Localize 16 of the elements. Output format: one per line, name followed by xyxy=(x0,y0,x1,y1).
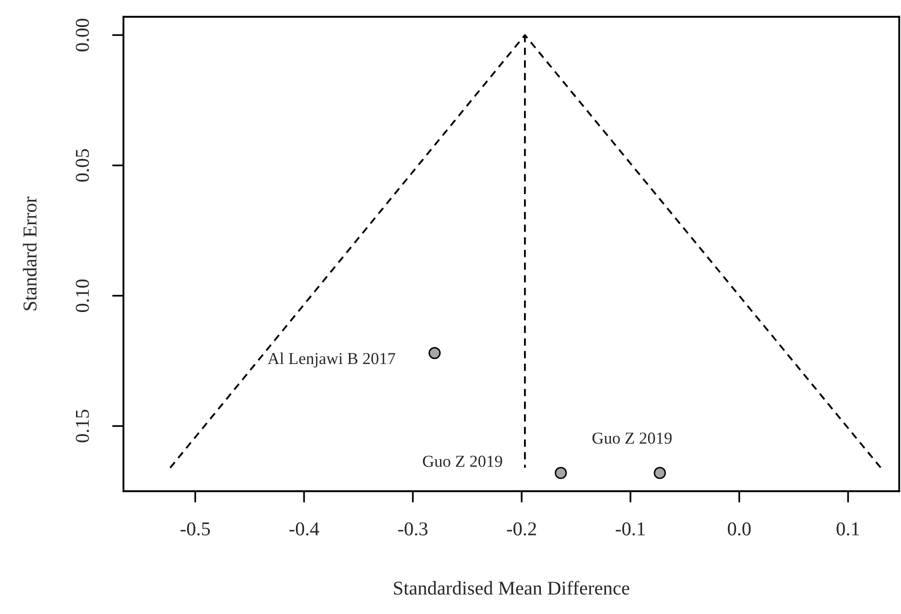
x-tick-label: -0.4 xyxy=(289,522,320,536)
y-tick-label: 0.05 xyxy=(76,149,90,182)
x-tick-label: 0.1 xyxy=(836,522,860,536)
x-tick-label: 0.0 xyxy=(728,522,751,536)
x-tick-label: -0.2 xyxy=(506,522,536,536)
y-axis-title: Standard Error xyxy=(22,196,37,310)
x-axis-title: Standardised Mean Difference xyxy=(394,580,630,595)
x-tick-label: -0.5 xyxy=(180,522,210,536)
annotation: Guo Z 2019 xyxy=(422,456,502,467)
y-tick-label: 0.00 xyxy=(76,18,90,52)
x-tick-label: -0.1 xyxy=(616,522,645,536)
annotation: Guo Z 2019 xyxy=(592,432,672,444)
y-tick-label: 0.15 xyxy=(76,410,90,442)
x-tick-label: -0.3 xyxy=(398,522,428,536)
y-tick-label: 0.10 xyxy=(76,279,90,312)
annotation: Al Lenjawi B 2017 xyxy=(268,352,396,368)
